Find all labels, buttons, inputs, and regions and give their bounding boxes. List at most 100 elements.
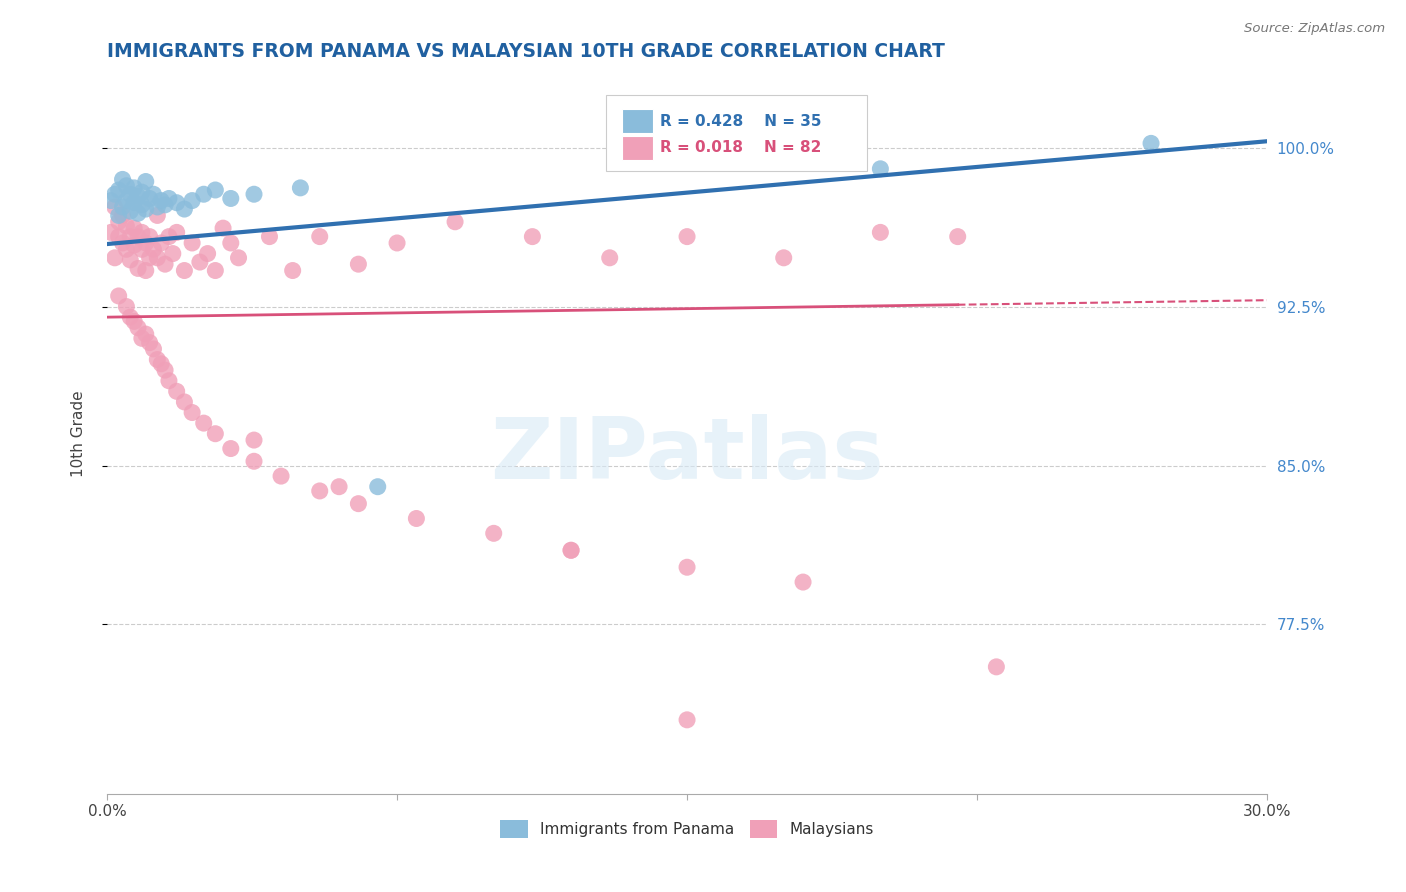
Point	[173, 202, 195, 216]
Point	[138, 335, 160, 350]
Point	[150, 235, 173, 250]
Point	[560, 543, 582, 558]
Point	[127, 206, 149, 220]
Point	[115, 243, 138, 257]
Point	[188, 255, 211, 269]
Point	[138, 191, 160, 205]
Point	[153, 257, 176, 271]
FancyBboxPatch shape	[621, 136, 654, 161]
Point	[181, 405, 204, 419]
Point	[328, 480, 350, 494]
Point	[120, 229, 142, 244]
Legend: Immigrants from Panama, Malaysians: Immigrants from Panama, Malaysians	[495, 814, 880, 844]
Text: Source: ZipAtlas.com: Source: ZipAtlas.com	[1244, 22, 1385, 36]
Point	[122, 314, 145, 328]
Point	[142, 187, 165, 202]
Point	[104, 200, 127, 214]
Point	[150, 194, 173, 208]
Point	[166, 226, 188, 240]
Point	[197, 246, 219, 260]
Point	[772, 251, 794, 265]
Point	[522, 229, 544, 244]
Point	[367, 480, 389, 494]
Point	[146, 209, 169, 223]
Text: IMMIGRANTS FROM PANAMA VS MALAYSIAN 10TH GRADE CORRELATION CHART: IMMIGRANTS FROM PANAMA VS MALAYSIAN 10TH…	[107, 42, 945, 61]
Point	[107, 229, 129, 244]
Point	[308, 229, 330, 244]
Point	[444, 215, 467, 229]
Point	[135, 235, 157, 250]
Point	[219, 442, 242, 456]
Point	[120, 204, 142, 219]
Point	[204, 263, 226, 277]
Point	[122, 181, 145, 195]
Point	[166, 195, 188, 210]
Point	[115, 300, 138, 314]
Point	[270, 469, 292, 483]
Point	[120, 310, 142, 325]
Point	[115, 219, 138, 233]
Point	[228, 251, 250, 265]
Point	[120, 187, 142, 202]
Point	[100, 194, 122, 208]
Point	[127, 320, 149, 334]
Point	[115, 178, 138, 193]
Point	[181, 235, 204, 250]
Point	[131, 185, 153, 199]
Point	[347, 257, 370, 271]
Point	[107, 215, 129, 229]
Point	[212, 221, 235, 235]
Point	[142, 243, 165, 257]
Point	[122, 221, 145, 235]
Point	[107, 183, 129, 197]
Point	[131, 226, 153, 240]
Point	[153, 363, 176, 377]
Point	[153, 198, 176, 212]
Point	[166, 384, 188, 399]
Point	[157, 374, 180, 388]
Point	[599, 251, 621, 265]
Point	[946, 229, 969, 244]
Point	[135, 327, 157, 342]
Point	[290, 181, 312, 195]
Point	[173, 395, 195, 409]
Point	[127, 189, 149, 203]
Point	[122, 195, 145, 210]
Y-axis label: 10th Grade: 10th Grade	[72, 391, 86, 477]
Point	[204, 426, 226, 441]
Point	[676, 560, 699, 574]
Point	[869, 226, 891, 240]
Point	[308, 483, 330, 498]
Point	[131, 243, 153, 257]
Point	[986, 660, 1008, 674]
Point	[107, 289, 129, 303]
Point	[259, 229, 281, 244]
Point	[111, 235, 134, 250]
Point	[142, 342, 165, 356]
Point	[150, 357, 173, 371]
Point	[385, 235, 408, 250]
Point	[138, 229, 160, 244]
Point	[107, 209, 129, 223]
FancyBboxPatch shape	[606, 95, 868, 170]
Point	[482, 526, 505, 541]
Point	[243, 433, 266, 447]
Point	[146, 251, 169, 265]
Point	[792, 575, 814, 590]
Point	[122, 238, 145, 252]
Point	[676, 713, 699, 727]
Point	[138, 251, 160, 265]
Point	[111, 200, 134, 214]
Point	[157, 191, 180, 205]
Point	[1140, 136, 1163, 151]
Point	[243, 454, 266, 468]
Point	[100, 226, 122, 240]
Point	[146, 352, 169, 367]
Point	[157, 229, 180, 244]
Point	[219, 235, 242, 250]
Point	[676, 229, 699, 244]
Point	[162, 246, 184, 260]
Point	[135, 263, 157, 277]
Point	[204, 183, 226, 197]
Point	[181, 194, 204, 208]
